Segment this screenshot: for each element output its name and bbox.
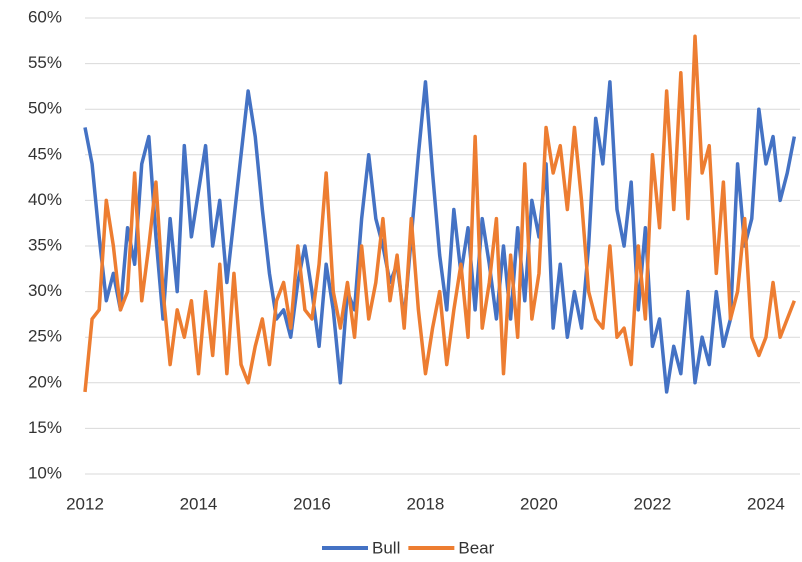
legend-label: Bear xyxy=(458,538,494,557)
y-tick-label: 30% xyxy=(28,281,62,300)
x-tick-label: 2022 xyxy=(634,494,672,513)
legend-label: Bull xyxy=(372,538,400,557)
y-tick-label: 60% xyxy=(28,7,62,26)
x-tick-label: 2014 xyxy=(180,494,218,513)
y-tick-label: 55% xyxy=(28,53,62,72)
y-tick-label: 20% xyxy=(28,372,62,391)
y-tick-label: 25% xyxy=(28,327,62,346)
series-line xyxy=(83,34,796,393)
x-tick-label: 2016 xyxy=(293,494,331,513)
y-tick-label: 50% xyxy=(28,99,62,118)
x-tick-label: 2018 xyxy=(407,494,445,513)
y-tick-label: 10% xyxy=(28,463,62,482)
x-tick-label: 2020 xyxy=(520,494,558,513)
x-tick-label: 2024 xyxy=(747,494,785,513)
y-tick-label: 35% xyxy=(28,235,62,254)
y-tick-label: 45% xyxy=(28,144,62,163)
x-tick-label: 2012 xyxy=(66,494,104,513)
series-line xyxy=(83,80,797,394)
y-tick-label: 40% xyxy=(28,190,62,209)
y-tick-label: 15% xyxy=(28,418,62,437)
